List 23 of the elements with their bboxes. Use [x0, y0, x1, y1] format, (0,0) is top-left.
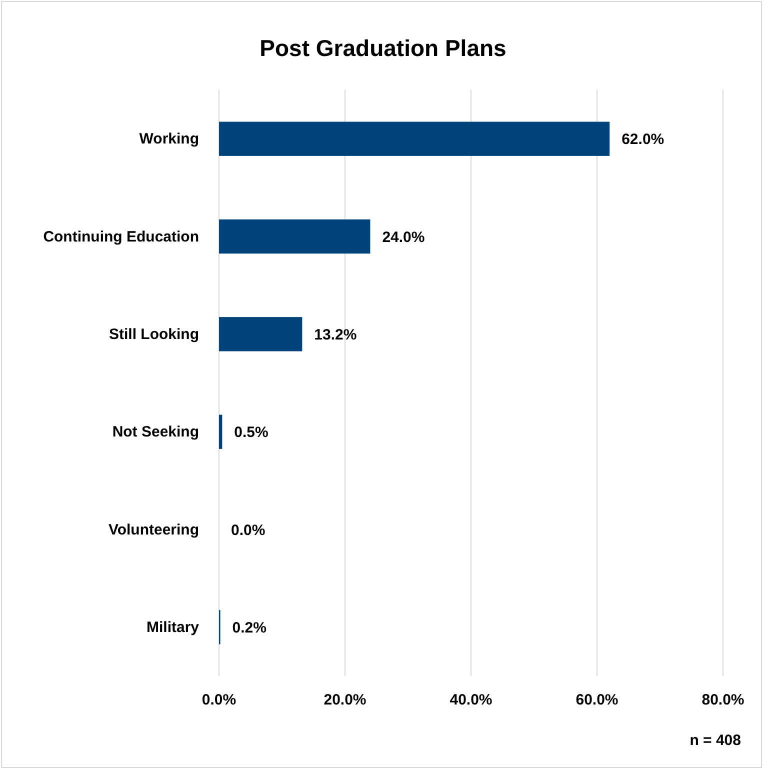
y-tick-label: Continuing Education	[43, 228, 199, 246]
x-tick-label: 0.0%	[202, 692, 236, 709]
x-tick-label: 60.0%	[576, 692, 618, 709]
data-label: 62.0%	[622, 131, 664, 148]
x-tick-label: 80.0%	[702, 692, 744, 709]
data-label: 13.2%	[314, 326, 357, 344]
bar	[219, 122, 610, 156]
y-tick-label: Not Seeking	[112, 424, 199, 441]
x-tick-label: 20.0%	[324, 692, 366, 709]
data-label: 0.0%	[231, 522, 266, 539]
y-tick-label: Military	[146, 618, 200, 636]
x-tick-label: 40.0%	[450, 692, 492, 709]
bar	[219, 317, 302, 352]
data-label: 0.5%	[234, 424, 268, 442]
data-label: 0.2%	[232, 619, 266, 636]
text: n = 408	[690, 732, 741, 749]
y-tick-label: Still Looking	[109, 326, 199, 343]
data-label: 24.0%	[382, 228, 425, 246]
y-tick-label: Working	[139, 130, 199, 148]
bar	[219, 219, 370, 254]
bar	[219, 414, 222, 449]
chart-title: Post Graduation Plans	[260, 35, 506, 61]
y-tick-label: Volunteering	[108, 521, 199, 538]
